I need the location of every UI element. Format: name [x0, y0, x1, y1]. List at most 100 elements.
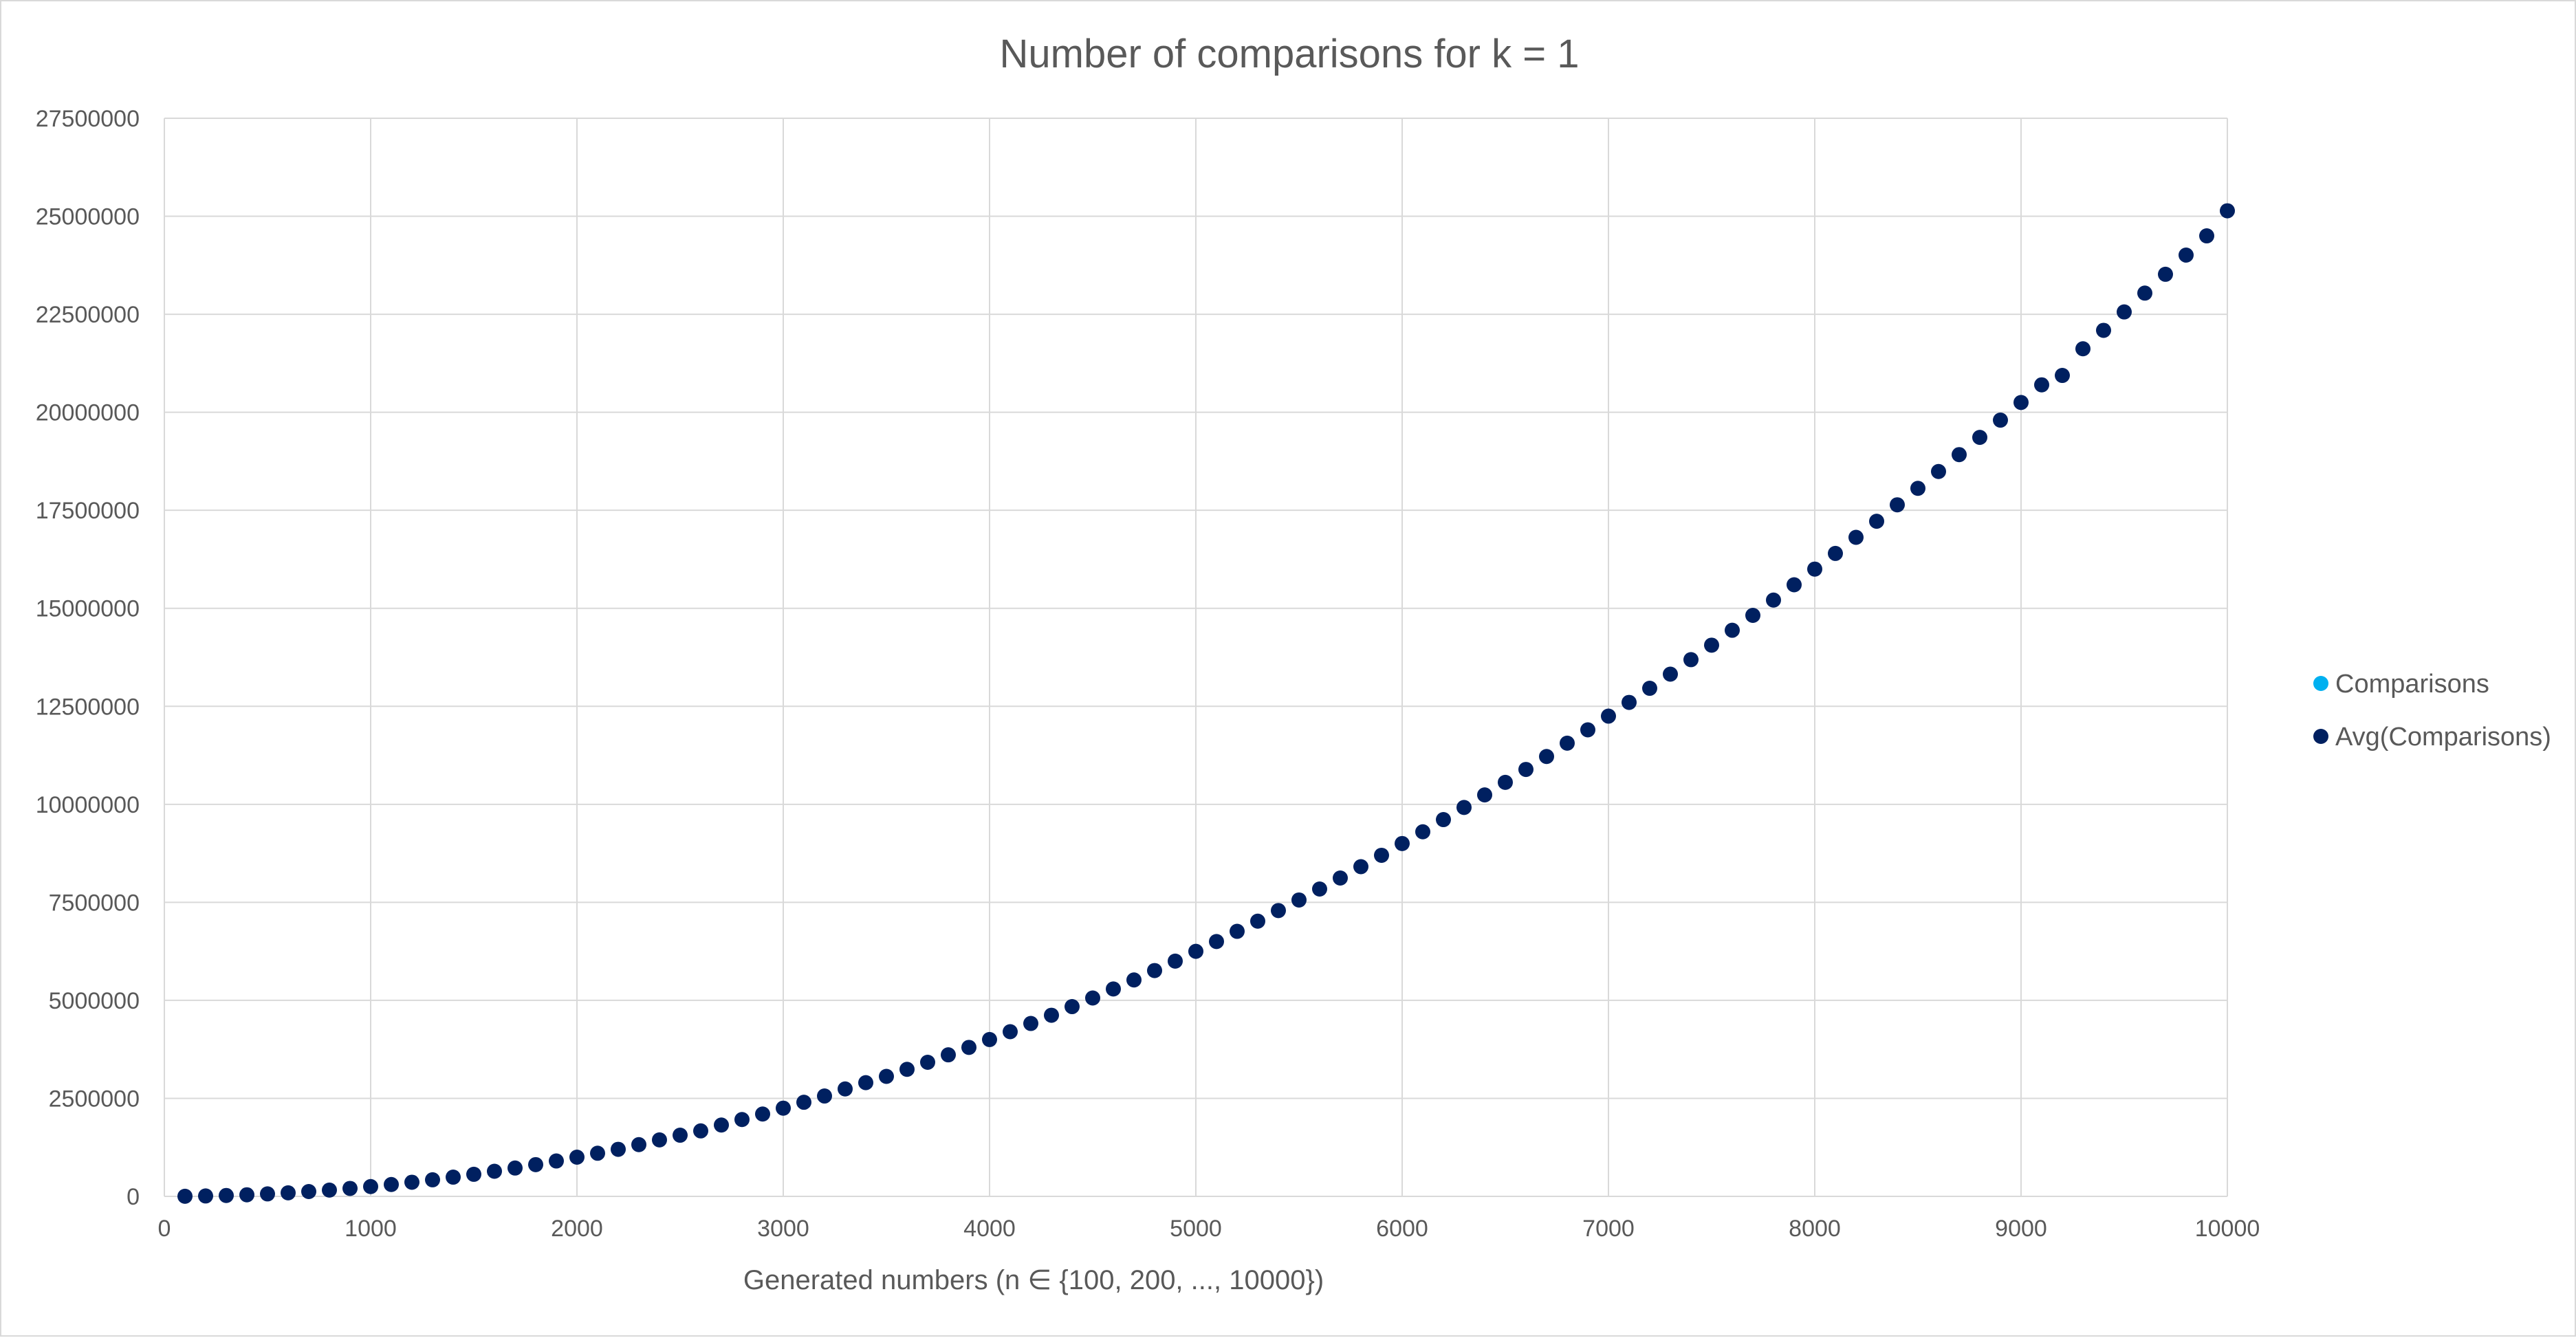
data-point [1518, 762, 1533, 778]
gridlines [164, 118, 2228, 1197]
data-point [838, 1081, 853, 1097]
data-point [1601, 708, 1616, 724]
data-point [2137, 285, 2152, 301]
data-point [776, 1100, 791, 1116]
data-point [858, 1075, 873, 1090]
data-point [879, 1068, 894, 1084]
legend-label: Comparisons [2335, 670, 2489, 699]
data-point [1436, 812, 1451, 828]
data-point [611, 1141, 626, 1157]
data-point [693, 1123, 708, 1139]
data-point [404, 1174, 419, 1190]
y-tick-label: 12500000 [36, 694, 140, 720]
data-point [569, 1149, 585, 1165]
data-point [1395, 835, 1410, 851]
data-point [1931, 463, 1946, 479]
data-point [2199, 228, 2214, 244]
data-point [1683, 652, 1699, 668]
data-point [239, 1187, 254, 1203]
data-point [2117, 304, 2132, 320]
data-point [1580, 722, 1595, 738]
data-point [507, 1160, 523, 1176]
y-tick-label: 27500000 [36, 106, 140, 132]
data-point [796, 1095, 811, 1110]
y-tick-label: 7500000 [49, 890, 140, 916]
y-tick-label: 20000000 [36, 400, 140, 426]
x-tick-label: 8000 [1789, 1216, 1841, 1242]
x-tick-label: 4000 [963, 1216, 1016, 1242]
data-point [1333, 870, 1348, 886]
data-point [734, 1112, 750, 1128]
data-point [1910, 481, 1925, 496]
data-point [1972, 430, 1987, 446]
data-point [425, 1172, 440, 1187]
data-point [2220, 203, 2235, 219]
y-tick-label: 5000000 [49, 988, 140, 1014]
data-point [198, 1188, 213, 1204]
data-point [1085, 990, 1100, 1006]
data-point [342, 1181, 358, 1196]
data-point [1126, 972, 1142, 988]
data-point [1539, 749, 1554, 765]
data-point [1250, 913, 1265, 929]
data-point [2055, 368, 2070, 384]
data-point [1498, 774, 1513, 790]
data-point [961, 1040, 976, 1055]
legend-marker [2313, 676, 2328, 691]
data-point [1271, 903, 1286, 919]
data-point [590, 1145, 605, 1161]
x-tick-label: 10000 [2195, 1216, 2260, 1242]
y-tick-label: 25000000 [36, 204, 140, 230]
x-tick-label: 1000 [345, 1216, 397, 1242]
y-tick-label: 2500000 [49, 1086, 140, 1112]
data-point [1188, 943, 1203, 959]
data-point [1230, 923, 1245, 939]
data-point [549, 1153, 564, 1169]
data-point [1993, 413, 2008, 428]
data-point [941, 1047, 956, 1063]
data-point [899, 1062, 915, 1077]
data-point [673, 1128, 688, 1143]
data-point [1209, 934, 1224, 950]
data-point [446, 1170, 461, 1185]
y-axis-tick-labels: 0 2500000 5000000 7500000 10000000 12500000 15… [36, 106, 140, 1210]
y-tick-label: 15000000 [36, 596, 140, 622]
data-point [1622, 694, 1637, 710]
data-point [1477, 787, 1492, 803]
data-point [281, 1185, 296, 1200]
data-point [1065, 999, 1080, 1015]
data-point [1147, 963, 1162, 978]
data-point [1291, 892, 1307, 908]
data-point [1725, 622, 1740, 638]
data-point [466, 1166, 481, 1182]
data-point [1312, 881, 1327, 897]
data-point [1560, 735, 1575, 751]
data-point [322, 1182, 337, 1198]
data-point [384, 1176, 399, 1192]
data-point [1415, 824, 1430, 840]
x-tick-label: 9000 [1995, 1216, 2047, 1242]
data-point [755, 1106, 770, 1122]
legend-marker [2313, 729, 2328, 744]
data-point [1828, 545, 1843, 561]
data-point [1353, 859, 1368, 875]
data-point [1848, 529, 1864, 545]
data-point [260, 1186, 275, 1202]
data-point [1044, 1007, 1059, 1023]
data-point [177, 1188, 193, 1204]
data-point [631, 1137, 646, 1152]
legend: Comparisons Avg(Comparisons) [2313, 670, 2551, 752]
data-point [1663, 666, 1678, 682]
data-point [487, 1163, 502, 1179]
chart-title: Number of comparisons for k = 1 [1000, 32, 1580, 76]
data-point [1374, 847, 1389, 863]
data-point [920, 1054, 935, 1070]
data-point [1766, 592, 1781, 608]
x-tick-label: 6000 [1376, 1216, 1428, 1242]
data-point [1456, 800, 1472, 815]
data-point [1869, 514, 1884, 529]
data-point [1890, 497, 1905, 513]
data-point [2013, 395, 2029, 410]
legend-label: Avg(Comparisons) [2335, 723, 2551, 752]
